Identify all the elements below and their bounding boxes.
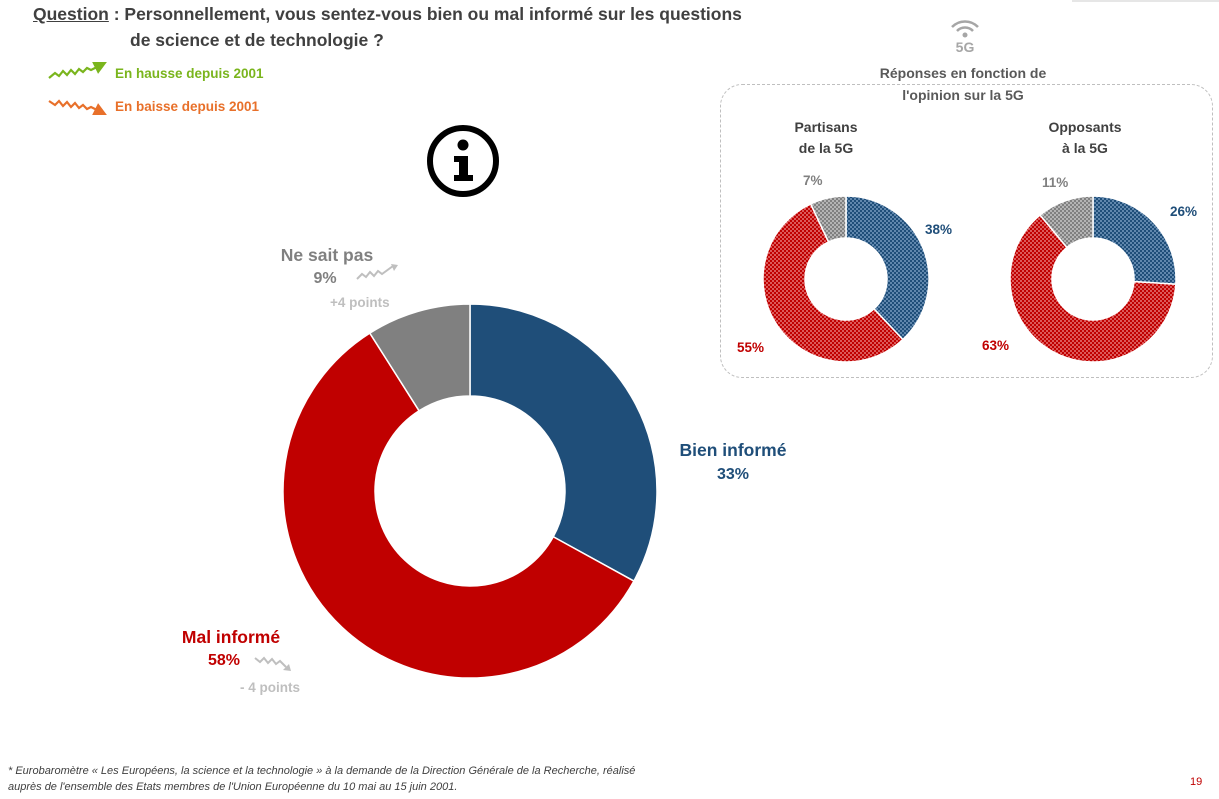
- partisans-value-ne-sait-pas: 7%: [803, 173, 823, 188]
- label-ne-sait-pas: Ne sait pas: [280, 245, 374, 265]
- partisans-slice-bien-informe: [845, 195, 930, 341]
- trend-down-icon: [48, 99, 107, 115]
- opposants-slice-bien-informe: [1092, 195, 1177, 286]
- 5g-panel-title: Réponses en fonction de l'opinion sur la…: [848, 62, 1078, 106]
- partisans-value-bien-informe: 38%: [925, 222, 953, 237]
- partisans-slice-mal-informe: [762, 202, 904, 363]
- 5g-panel-title-line-2: l'opinion sur la 5G: [902, 87, 1024, 103]
- label-bien-informe: Bien informé: [679, 440, 787, 460]
- 5g-panel-title-line-1: Réponses en fonction de: [879, 65, 1047, 81]
- info-icon: [427, 125, 499, 197]
- question-text-1: : Personnellement, vous sentez-vous bien…: [108, 4, 742, 24]
- partisans-slice-ne-sait-pas: [809, 195, 847, 243]
- main-slice-ne-sait-pas: [368, 303, 471, 412]
- opposants-slice-ne-sait-pas: [1039, 195, 1094, 249]
- footnote-line-1: * Eurobaromètre « Les Européens, la scie…: [8, 765, 636, 777]
- 5g-signal-icon: 5G: [951, 20, 979, 55]
- main-slice-bien-informe: [469, 303, 658, 583]
- change-mal-informe: - 4 points: [240, 680, 300, 695]
- donut-opposants: [1009, 195, 1177, 363]
- title-partisans-line-2: de la 5G: [798, 140, 854, 156]
- question-line-2: de science et de technologie ?: [130, 30, 384, 50]
- partisans-value-mal-informe: 55%: [737, 340, 765, 355]
- opposants-value-ne-sait-pas: 11%: [1042, 175, 1069, 190]
- donut-partisans: [762, 195, 930, 363]
- value-ne-sait-pas: 9%: [313, 270, 337, 287]
- question-label: Question: [33, 4, 109, 24]
- value-mal-informe: 58%: [207, 652, 241, 669]
- title-partisans-line-1: Partisans: [794, 119, 858, 135]
- 5g-panel: [720, 84, 1213, 378]
- title-opposants-line-2: à la 5G: [1062, 140, 1108, 156]
- footnote-line-2: auprès de l'ensemble des Etats membres d…: [8, 781, 458, 793]
- legend-down-label: En baisse depuis 2001: [115, 99, 260, 114]
- label-mal-informe: Mal informé: [181, 627, 281, 647]
- trend-up-icon: [48, 62, 107, 79]
- title-opposants-line-1: Opposants: [1048, 119, 1122, 135]
- top-right-bar: [1072, 0, 1219, 2]
- change-ne-sait-pas: +4 points: [330, 295, 390, 310]
- opposants-value-mal-informe: 63%: [982, 338, 1010, 353]
- main-slice-mal-informe: [282, 332, 635, 679]
- title-partisans: Partisans de la 5G: [756, 117, 896, 159]
- page-number: 19: [1190, 776, 1203, 788]
- 5g-icon-text: 5G: [956, 39, 975, 55]
- donut-main: [282, 303, 658, 679]
- legend-up-label: En hausse depuis 2001: [115, 66, 264, 81]
- opposants-slice-mal-informe: [1009, 213, 1177, 363]
- value-bien-informe: 33%: [716, 466, 750, 483]
- title-opposants: Opposants à la 5G: [1015, 117, 1155, 159]
- opposants-value-bien-informe: 26%: [1170, 204, 1198, 219]
- trend-down-icon: [254, 656, 291, 671]
- footnote: * Eurobaromètre « Les Européens, la scie…: [8, 763, 768, 795]
- trend-up-icon: [356, 264, 398, 280]
- question-line-1: Question : Personnellement, vous sentez-…: [33, 4, 742, 25]
